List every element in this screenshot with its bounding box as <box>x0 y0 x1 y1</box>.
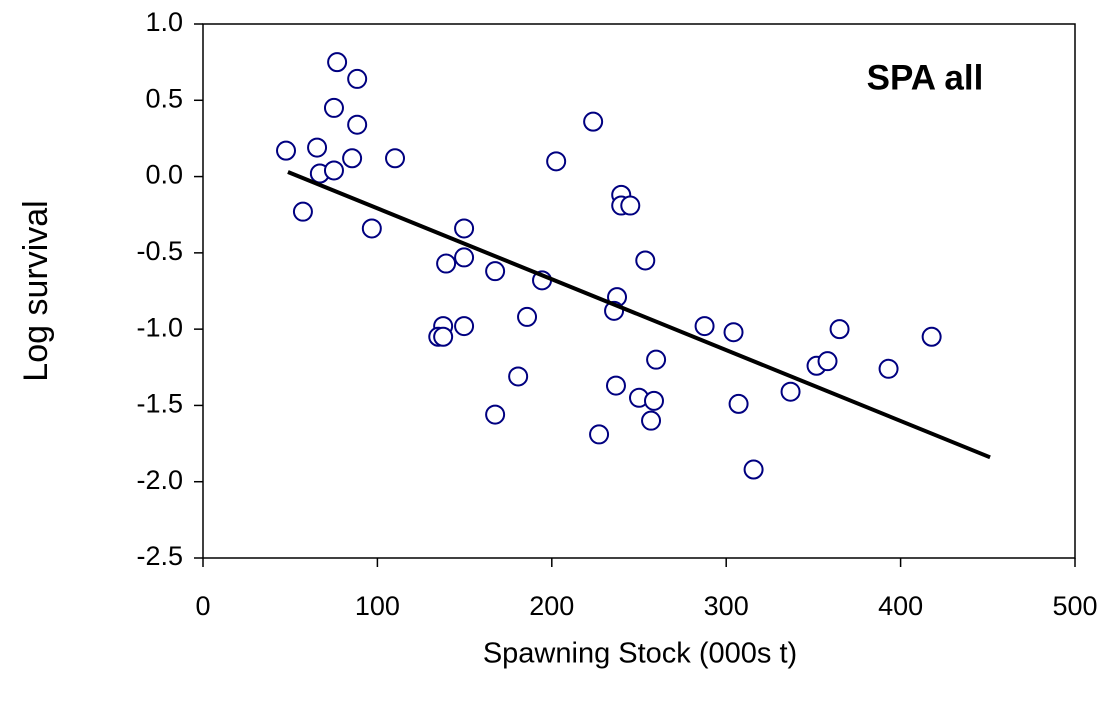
point <box>517 306 538 327</box>
point <box>327 52 348 73</box>
x-tick-label: 400 <box>878 591 923 621</box>
x-tick-label: 0 <box>195 591 210 621</box>
y-tick-label: 0.0 <box>145 160 183 190</box>
x-tick-label: 200 <box>529 591 574 621</box>
point <box>385 148 406 169</box>
y-tick-label: -0.5 <box>136 236 183 266</box>
point <box>342 148 363 169</box>
point <box>921 326 942 347</box>
point <box>436 253 457 274</box>
point <box>723 322 744 343</box>
point <box>646 349 667 370</box>
point <box>780 381 801 402</box>
point <box>589 424 610 445</box>
point <box>361 218 382 239</box>
y-tick-label: -2.0 <box>136 465 183 495</box>
point <box>620 195 641 216</box>
y-axis-label: Log survival <box>17 200 55 381</box>
point <box>323 97 344 118</box>
point <box>641 410 662 431</box>
point <box>433 326 454 347</box>
point <box>878 358 899 379</box>
point <box>817 351 838 372</box>
annotation: SPA all <box>867 58 984 97</box>
point <box>743 459 764 480</box>
point <box>454 247 475 268</box>
fit-line <box>287 170 991 460</box>
x-tick-label: 300 <box>704 591 749 621</box>
point <box>485 404 506 425</box>
point <box>485 261 506 282</box>
point <box>276 140 297 161</box>
y-tick-label: -1.5 <box>136 389 183 419</box>
point <box>307 137 328 158</box>
point <box>508 366 529 387</box>
y-tick-label: 0.5 <box>145 83 183 113</box>
x-tick-label: 500 <box>1052 591 1097 621</box>
point <box>728 393 749 414</box>
point <box>292 201 313 222</box>
x-axis-label: Spawning Stock (000s t) <box>483 638 797 670</box>
point <box>323 160 344 181</box>
point <box>583 111 604 132</box>
point <box>635 250 656 271</box>
y-tick-label: 1.0 <box>145 7 183 37</box>
point <box>605 375 626 396</box>
point <box>454 218 475 239</box>
point <box>829 319 850 340</box>
plot-frame <box>202 23 1076 559</box>
point <box>347 114 368 135</box>
x-tick-label: 100 <box>355 591 400 621</box>
point <box>454 316 475 337</box>
y-tick-label: -2.5 <box>136 541 183 571</box>
point <box>546 151 567 172</box>
y-tick-label: -1.0 <box>136 312 183 342</box>
point <box>694 316 715 337</box>
point <box>643 390 664 411</box>
point <box>347 68 368 89</box>
